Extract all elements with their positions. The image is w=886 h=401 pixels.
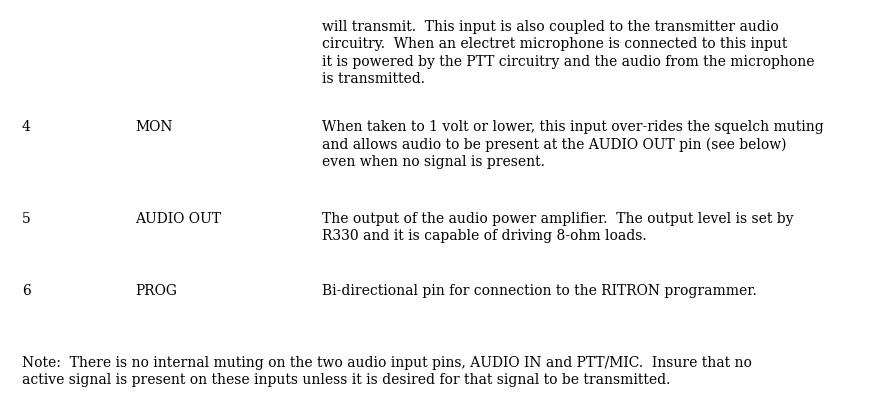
Text: it is powered by the PTT circuitry and the audio from the microphone: it is powered by the PTT circuitry and t…	[322, 55, 813, 69]
Text: When taken to 1 volt or lower, this input over-rides the squelch muting: When taken to 1 volt or lower, this inpu…	[322, 120, 823, 134]
Text: PROG: PROG	[135, 283, 177, 297]
Text: 5: 5	[22, 211, 31, 225]
Text: Note:  There is no internal muting on the two audio input pins, AUDIO IN and PTT: Note: There is no internal muting on the…	[22, 355, 751, 369]
Text: 4: 4	[22, 120, 31, 134]
Text: and allows audio to be present at the AUDIO OUT pin (see below): and allows audio to be present at the AU…	[322, 137, 786, 152]
Text: is transmitted.: is transmitted.	[322, 72, 424, 86]
Text: AUDIO OUT: AUDIO OUT	[135, 211, 221, 225]
Text: even when no signal is present.: even when no signal is present.	[322, 155, 544, 168]
Text: active signal is present on these inputs unless it is desired for that signal to: active signal is present on these inputs…	[22, 373, 670, 387]
Text: will transmit.  This input is also coupled to the transmitter audio: will transmit. This input is also couple…	[322, 20, 778, 34]
Text: MON: MON	[135, 120, 172, 134]
Text: Bi-directional pin for connection to the RITRON programmer.: Bi-directional pin for connection to the…	[322, 283, 756, 297]
Text: R330 and it is capable of driving 8-ohm loads.: R330 and it is capable of driving 8-ohm …	[322, 229, 646, 243]
Text: The output of the audio power amplifier.  The output level is set by: The output of the audio power amplifier.…	[322, 211, 793, 225]
Text: circuitry.  When an electret microphone is connected to this input: circuitry. When an electret microphone i…	[322, 37, 787, 51]
Text: 6: 6	[22, 283, 31, 297]
